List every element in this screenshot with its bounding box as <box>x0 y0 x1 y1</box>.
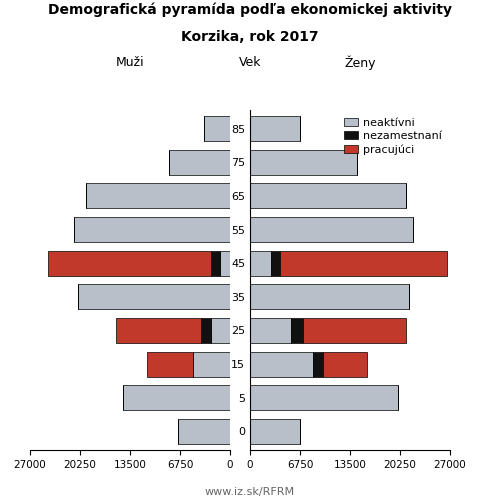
Bar <box>210 318 230 343</box>
Bar <box>290 318 302 343</box>
Bar <box>122 385 230 410</box>
Text: Vek: Vek <box>239 56 261 69</box>
Bar <box>250 217 413 242</box>
Bar <box>201 318 210 343</box>
Bar <box>302 318 406 343</box>
Bar <box>250 116 300 141</box>
Bar <box>250 385 398 410</box>
Bar <box>78 284 230 310</box>
Bar <box>250 318 290 343</box>
Bar <box>313 352 322 377</box>
Bar <box>270 250 280 276</box>
Bar <box>170 150 230 175</box>
Bar <box>250 419 300 444</box>
Bar <box>178 419 230 444</box>
Text: Ženy: Ženy <box>344 56 376 70</box>
Bar <box>204 116 230 141</box>
Bar <box>86 183 230 208</box>
Bar <box>250 250 270 276</box>
Bar <box>250 284 410 310</box>
Bar <box>280 250 447 276</box>
Bar <box>210 250 220 276</box>
Bar <box>250 183 406 208</box>
Text: Muži: Muži <box>116 56 144 69</box>
Bar <box>48 250 210 276</box>
Text: www.iz.sk/RFRM: www.iz.sk/RFRM <box>205 488 295 498</box>
Bar <box>147 352 193 377</box>
Legend: neaktívni, nezamestnaní, pracujúci: neaktívni, nezamestnaní, pracujúci <box>342 116 444 157</box>
Text: Korzika, rok 2017: Korzika, rok 2017 <box>181 30 319 44</box>
Bar <box>220 250 230 276</box>
Bar <box>322 352 367 377</box>
Bar <box>250 352 313 377</box>
Bar <box>193 352 230 377</box>
Bar <box>116 318 201 343</box>
Text: Demografická pyramída podľa ekonomickej aktivity: Demografická pyramída podľa ekonomickej … <box>48 2 452 17</box>
Bar <box>74 217 230 242</box>
Bar <box>250 150 358 175</box>
